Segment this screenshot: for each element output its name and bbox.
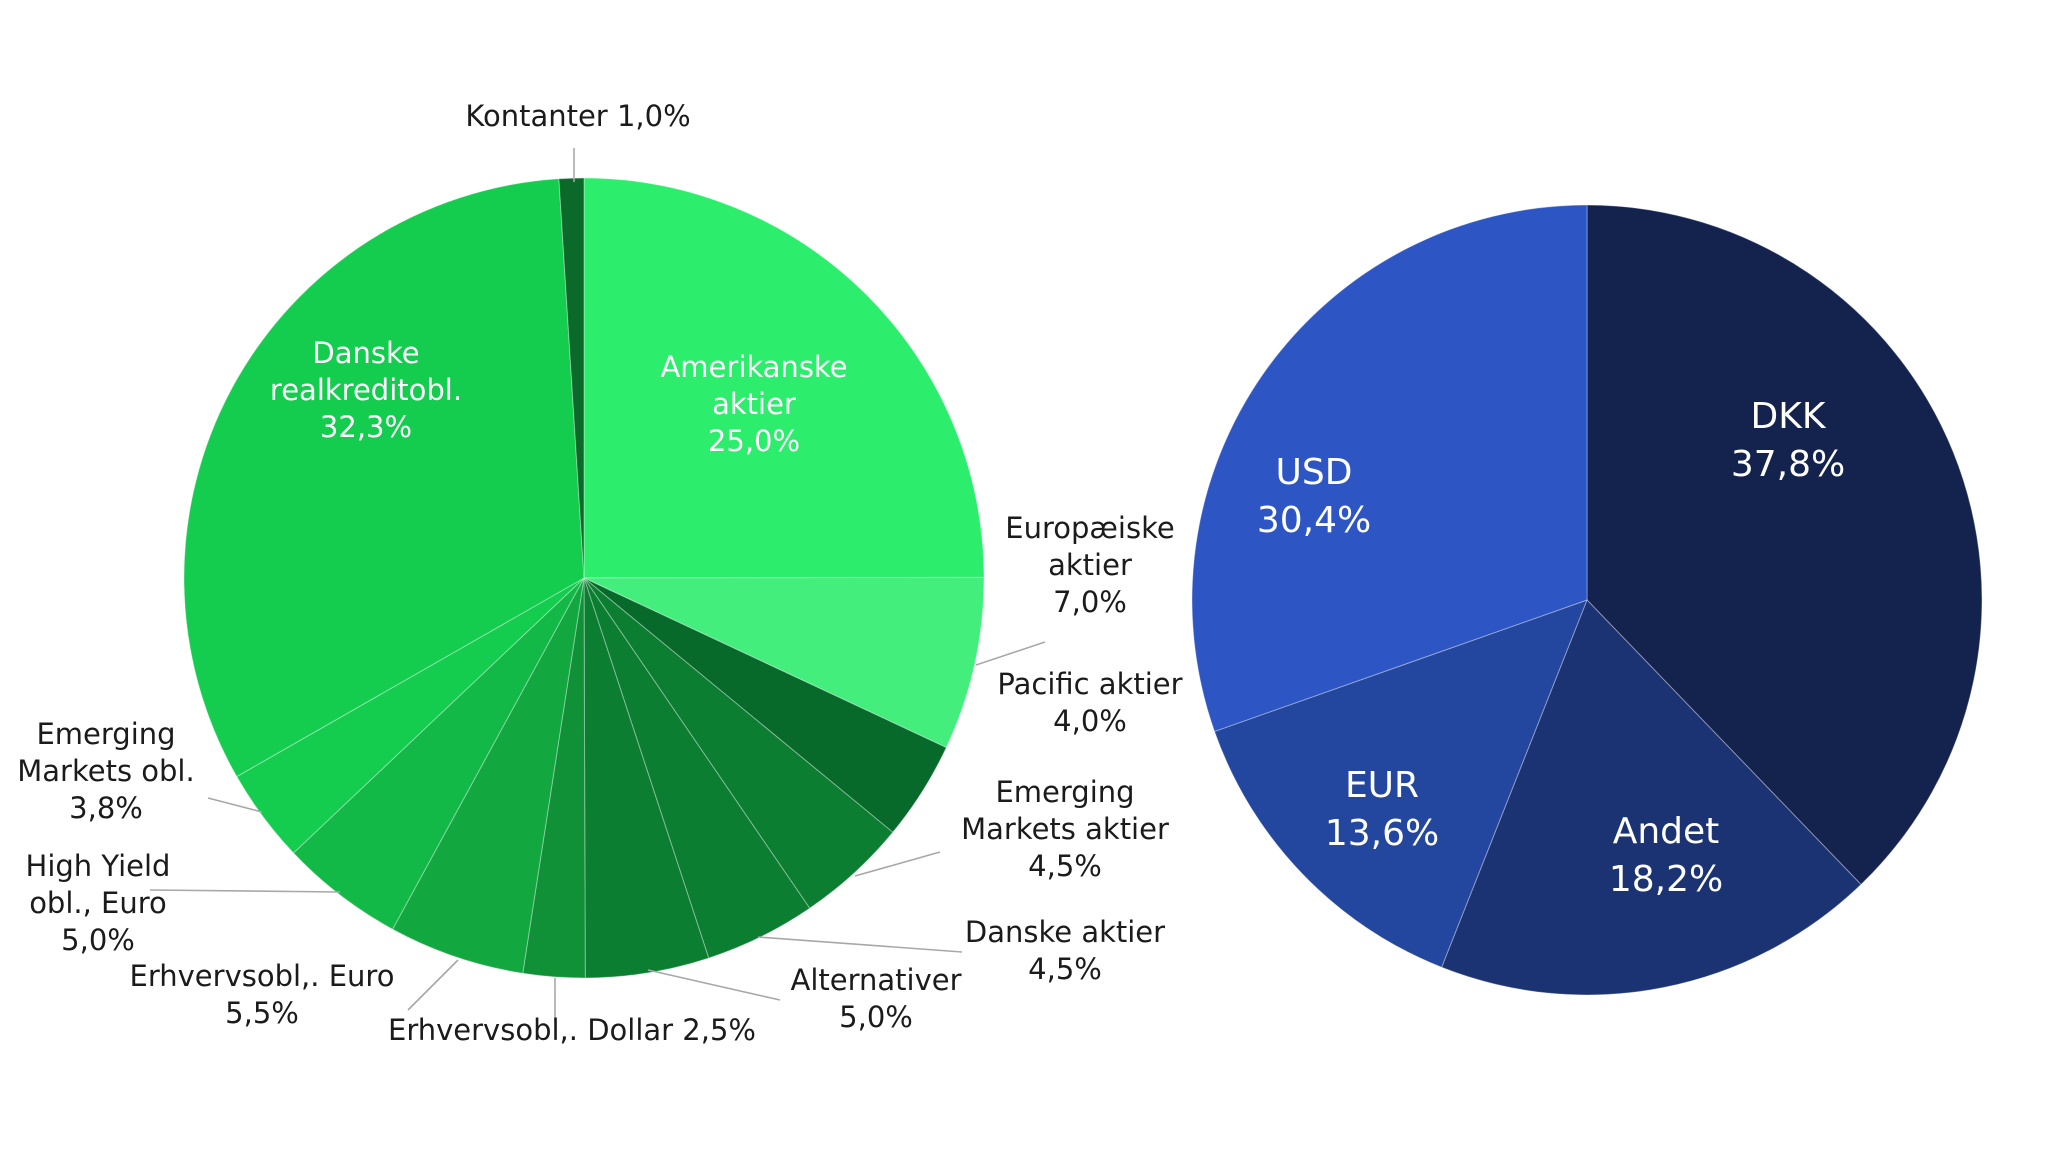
slice-label: Danske aktier 4,5% bbox=[965, 915, 1165, 986]
leader-line bbox=[407, 959, 459, 1011]
pie-slice bbox=[583, 177, 985, 579]
pie-slice bbox=[236, 577, 585, 854]
pie-slice bbox=[1191, 204, 1588, 733]
pie-slice bbox=[183, 178, 585, 778]
slice-label-line: DKK bbox=[1751, 396, 1827, 437]
leader-line bbox=[854, 851, 941, 877]
slice-label: EUR 13,6% bbox=[1325, 765, 1439, 854]
slice-label-line: High Yield bbox=[26, 849, 171, 883]
slice-label-line: Markets aktier bbox=[961, 812, 1169, 846]
pie-slice bbox=[522, 577, 586, 979]
slice-label-line: 5,0% bbox=[839, 1000, 913, 1034]
slice-label: USD 30,4% bbox=[1257, 452, 1371, 541]
slice-label-line: 3,8% bbox=[69, 791, 143, 825]
slice-label: Emerging Markets aktier 4,5% bbox=[961, 775, 1169, 883]
slice-label-line: 32,3% bbox=[320, 410, 412, 444]
slice-label: High Yield obl., Euro 5,0% bbox=[26, 849, 171, 957]
pie-slices bbox=[1191, 204, 1983, 996]
slice-label-line: Emerging bbox=[995, 775, 1134, 809]
slice-label-line: Markets obl. bbox=[17, 754, 194, 788]
slice-label: Danske realkreditobl. 32,3% bbox=[270, 336, 462, 444]
pie-slice bbox=[583, 576, 985, 749]
slice-label: Amerikanske aktier 25,0% bbox=[660, 350, 847, 458]
slice-label-line: 18,2% bbox=[1609, 859, 1723, 900]
slice-label: Alternativer 5,0% bbox=[790, 963, 961, 1034]
slice-label: Europæiske aktier 7,0% bbox=[1005, 511, 1174, 619]
pie-slice bbox=[1440, 599, 1862, 996]
slice-label-line: realkreditobl. bbox=[270, 373, 462, 407]
slice-label-line: 7,0% bbox=[1053, 585, 1127, 619]
pie-slice bbox=[583, 577, 894, 909]
slice-label-line: Danske aktier bbox=[965, 915, 1165, 949]
slice-label-line: Alternativer bbox=[790, 963, 961, 997]
slice-label-line: Pacific aktier bbox=[997, 667, 1182, 701]
currency-allocation-pie: DKK 37,8% Andet 18,2% EUR 13,6% USD 30,4% bbox=[1191, 204, 1983, 996]
slice-label: Erhvervsobl,. Dollar 2,5% bbox=[388, 1013, 756, 1047]
asset-allocation-pie: Amerikanske aktier 25,0%Europæiske aktier 7,… bbox=[17, 99, 1182, 1047]
pie-slice bbox=[292, 577, 585, 930]
slice-label-line: aktier bbox=[712, 387, 796, 421]
slice-label: Pacific aktier 4,0% bbox=[997, 667, 1182, 738]
slice-label-line: Europæiske bbox=[1005, 511, 1174, 545]
slice-label: Kontanter 1,0% bbox=[465, 99, 690, 133]
slice-label-line: Kontanter 1,0% bbox=[465, 99, 690, 133]
pie-slice bbox=[1213, 599, 1588, 968]
slice-label-line: USD bbox=[1276, 452, 1353, 493]
slice-label: Andet 18,2% bbox=[1609, 811, 1723, 900]
leader-line bbox=[149, 889, 341, 893]
slice-label: Emerging Markets obl. 3,8% bbox=[17, 717, 194, 825]
pie-slice bbox=[391, 577, 585, 974]
slice-label-line: 37,8% bbox=[1731, 444, 1845, 485]
pie-labels: Amerikanske aktier 25,0%Europæiske aktier 7,… bbox=[17, 99, 1182, 1047]
slice-label-line: 4,0% bbox=[1053, 704, 1127, 738]
leader-line bbox=[647, 969, 781, 1001]
slice-label-line: 13,6% bbox=[1325, 813, 1439, 854]
pie-slice bbox=[583, 577, 947, 833]
pie-slices bbox=[183, 177, 985, 979]
pie-labels: DKK 37,8% Andet 18,2% EUR 13,6% USD 30,4% bbox=[1257, 396, 1845, 900]
slice-label-line: 5,0% bbox=[61, 923, 135, 957]
slice-label-line: Danske bbox=[312, 336, 419, 370]
pie-slice bbox=[583, 577, 710, 979]
pie-slice bbox=[1586, 204, 1983, 886]
slice-label-line: 5,5% bbox=[225, 996, 299, 1030]
slice-label-line: 25,0% bbox=[708, 424, 800, 458]
slice-label-line: Erhvervsobl,. Euro bbox=[130, 959, 395, 993]
leader-line bbox=[207, 797, 263, 813]
slice-label-line: Andet bbox=[1613, 811, 1720, 852]
slice-label-line: Amerikanske bbox=[660, 350, 847, 384]
slice-label-line: aktier bbox=[1048, 548, 1132, 582]
leader-line bbox=[975, 641, 1046, 666]
slice-label: Erhvervsobl,. Euro 5,5% bbox=[130, 959, 395, 1030]
slice-label-line: 4,5% bbox=[1028, 952, 1102, 986]
slice-label: DKK 37,8% bbox=[1731, 396, 1845, 485]
slice-label-line: 30,4% bbox=[1257, 500, 1371, 541]
pie-slice bbox=[558, 177, 585, 579]
slice-label-line: obl., Euro bbox=[29, 886, 167, 920]
slice-label-line: EUR bbox=[1345, 765, 1419, 806]
slice-label-line: Erhvervsobl,. Dollar 2,5% bbox=[388, 1013, 756, 1047]
leader-line bbox=[757, 936, 963, 953]
slice-label-line: 4,5% bbox=[1028, 849, 1102, 883]
slice-label-line: Emerging bbox=[36, 717, 175, 751]
